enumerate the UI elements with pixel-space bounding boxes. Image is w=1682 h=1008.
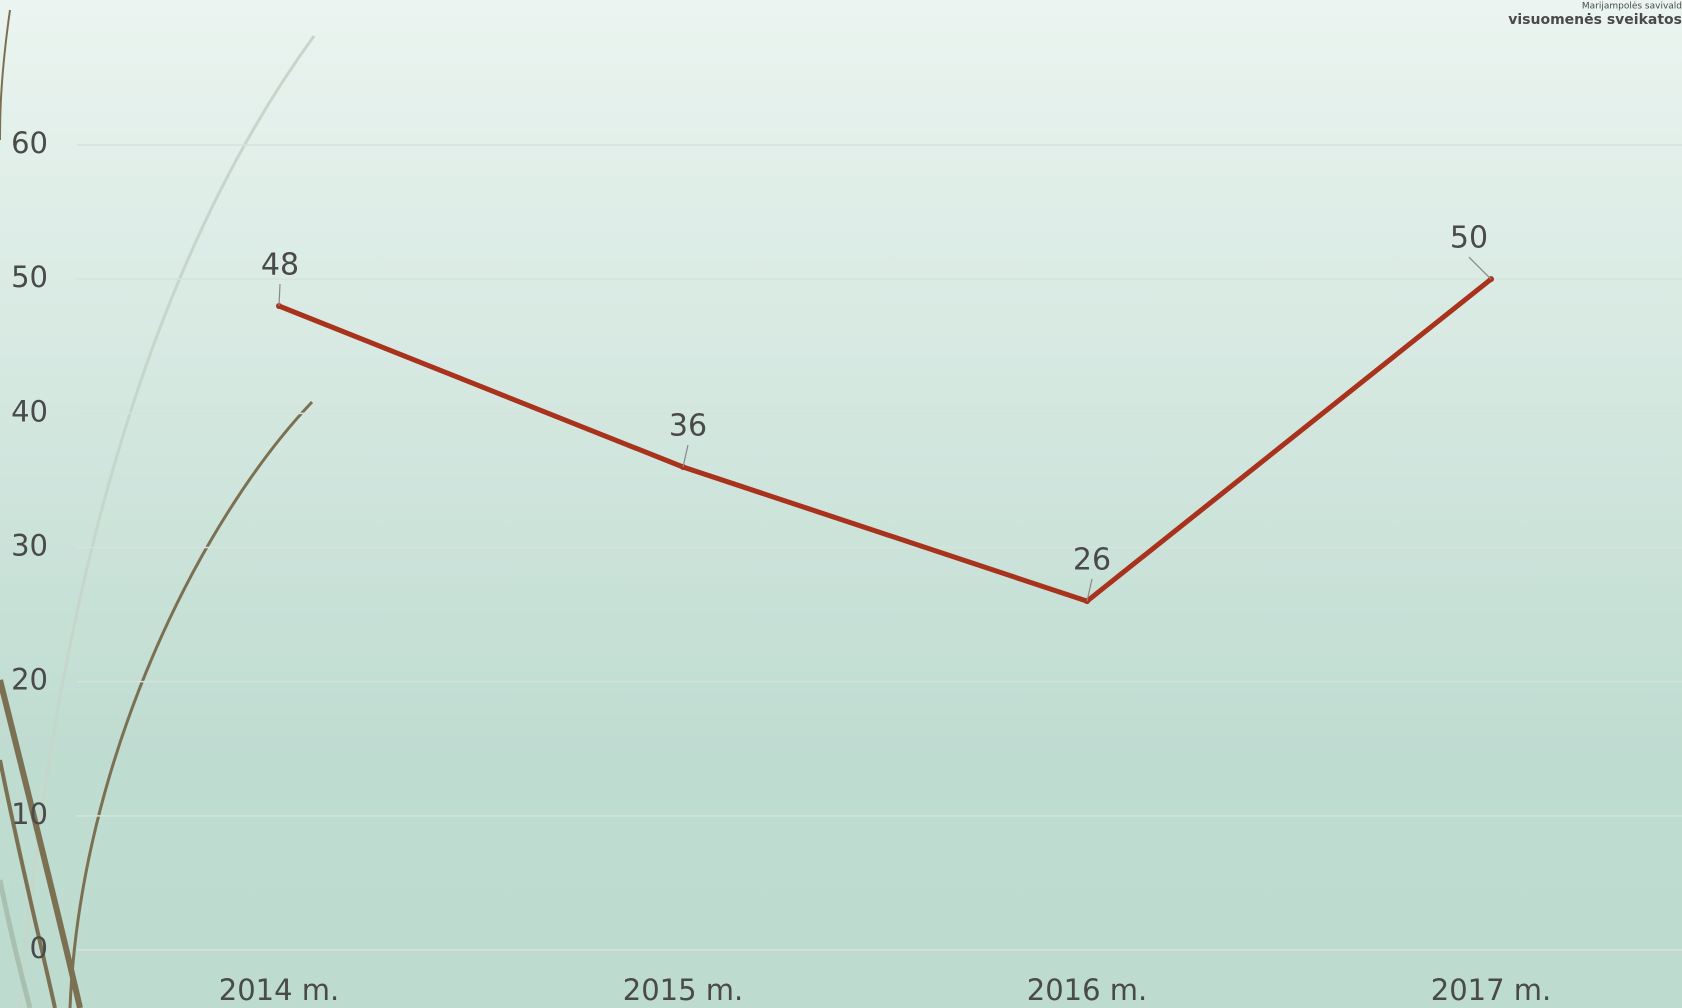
y-tick-label: 0: [30, 931, 48, 965]
logo-text: visuomenės sveikatos: [1508, 12, 1682, 28]
value-label: 48: [261, 248, 299, 283]
y-tick-label: 10: [11, 797, 48, 831]
y-tick-label: 20: [11, 663, 48, 697]
y-tick-label: 50: [11, 260, 48, 294]
value-label: 50: [1450, 221, 1488, 256]
value-label: 36: [669, 409, 707, 444]
y-tick-label: 30: [11, 529, 48, 563]
x-tick-label: 2014 m.: [219, 973, 340, 1007]
x-tick-label: 2017 m.: [1431, 973, 1552, 1007]
value-label: 26: [1073, 543, 1111, 578]
page: Marijampolės savivald visuomenės sveikat…: [0, 0, 1682, 1008]
background: [0, 0, 1682, 1008]
x-tick-label: 2016 m.: [1027, 973, 1148, 1007]
chart: Marijampolės savivald visuomenės sveikat…: [0, 0, 1682, 1008]
x-tick-label: 2015 m.: [623, 973, 744, 1007]
logo-text: Marijampolės savivald: [1582, 2, 1682, 12]
y-tick-label: 40: [11, 394, 48, 428]
y-tick-label: 60: [11, 126, 48, 160]
